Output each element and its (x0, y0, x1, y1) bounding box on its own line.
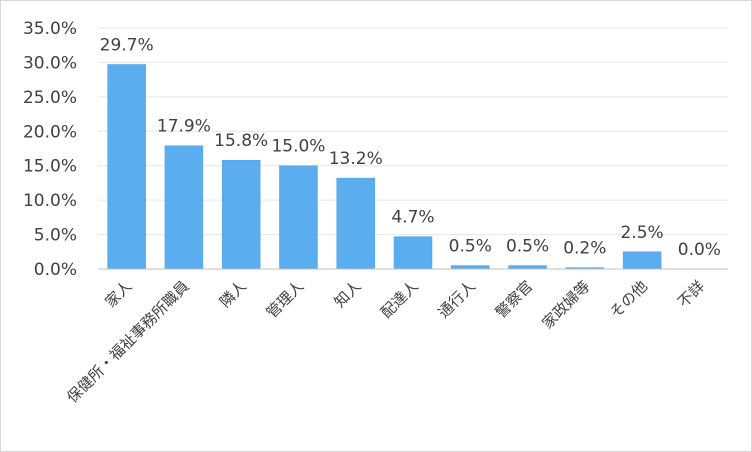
data-label: 15.0% (271, 137, 325, 157)
bar (279, 165, 318, 270)
bar (221, 159, 261, 270)
data-labels: 29.7% 17.9%15.8% 15.0%13.2% 4.7% 0.5% 0.5% 0.2… (100, 35, 721, 260)
x-tick-label: 不詳 (674, 277, 708, 311)
bar (451, 265, 490, 270)
bar (107, 64, 146, 270)
data-label: 0.2% (563, 239, 606, 259)
data-label: 0.0% (678, 240, 721, 260)
data-label: 0.5% (449, 237, 492, 257)
y-tick-label: 5.0% (34, 226, 77, 246)
data-label: 4.7% (391, 208, 434, 228)
x-tick-label: 管理人 (263, 277, 308, 322)
data-label: 17.9% (157, 117, 211, 137)
bar (508, 265, 547, 270)
y-tick-label: 0.0% (34, 260, 77, 280)
data-label: 13.2% (329, 149, 383, 169)
bars (107, 64, 662, 270)
y-tick-label: 35.0% (23, 19, 77, 39)
data-label: 0.5% (506, 237, 549, 257)
x-tick-label: 隣人 (216, 277, 250, 311)
y-tick-label: 25.0% (23, 88, 77, 108)
y-axis-ticks: 0.0% 5.0% 10.0% 15.0% 20.0% 25.0% 30.0% 35.0% (23, 19, 77, 280)
bar (393, 236, 433, 270)
x-tick-label: 家人 (102, 277, 136, 311)
x-tick-label: 配達人 (377, 277, 422, 322)
data-label: 2.5% (620, 223, 663, 243)
bar (336, 177, 375, 270)
x-tick-label: その他 (606, 277, 651, 322)
x-tick-label: 知人 (331, 277, 365, 311)
data-label: 15.8% (214, 131, 268, 151)
y-tick-label: 15.0% (23, 157, 77, 177)
y-tick-label: 20.0% (23, 122, 77, 142)
bar (622, 251, 662, 270)
y-tick-label: 10.0% (23, 191, 77, 211)
x-tick-label: 通行人 (435, 277, 480, 322)
y-tick-label: 30.0% (23, 53, 77, 73)
x-tick-label: 家政婦等 (538, 277, 593, 332)
data-label: 29.7% (100, 35, 154, 55)
bar (164, 145, 204, 270)
x-tick-label: 警察官 (492, 277, 537, 322)
